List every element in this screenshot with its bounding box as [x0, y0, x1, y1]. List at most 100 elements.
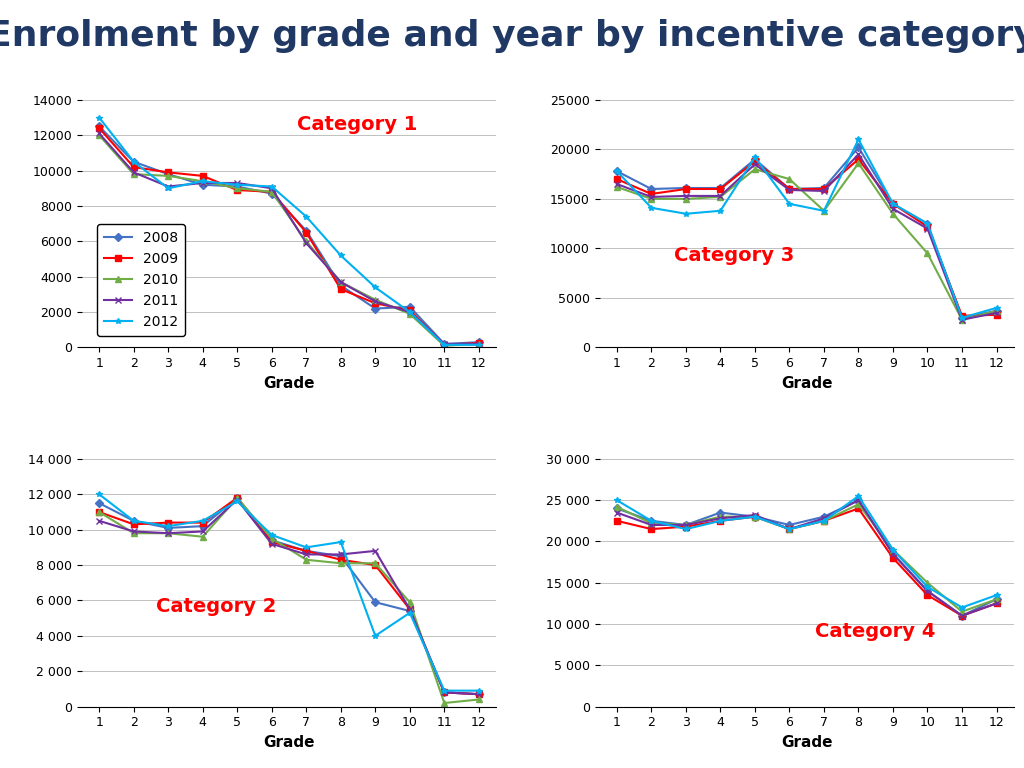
2012 — [162, 521, 174, 531]
2009 — [955, 311, 968, 320]
2010 — [887, 545, 899, 554]
2012 — [300, 212, 312, 221]
2012 — [783, 525, 796, 534]
2010 — [300, 555, 312, 564]
2009 — [438, 688, 451, 697]
2009 — [231, 185, 244, 194]
2009 — [473, 690, 485, 699]
2010 — [749, 512, 761, 521]
2012 — [645, 516, 657, 525]
2011 — [128, 167, 140, 177]
Line: 2012: 2012 — [614, 493, 999, 611]
2010 — [749, 164, 761, 174]
2009 — [955, 611, 968, 621]
2010 — [645, 194, 657, 204]
2009 — [93, 508, 105, 517]
2010 — [369, 295, 381, 304]
2010 — [335, 277, 347, 286]
2009 — [715, 516, 727, 525]
2009 — [749, 157, 761, 166]
2011 — [922, 587, 934, 596]
X-axis label: Grade: Grade — [781, 376, 833, 391]
2009 — [887, 199, 899, 208]
2011 — [852, 150, 864, 159]
2008 — [265, 189, 278, 198]
2011 — [162, 528, 174, 538]
2010 — [197, 177, 209, 186]
2008 — [715, 184, 727, 193]
2008 — [93, 122, 105, 131]
2011 — [197, 527, 209, 536]
2012 — [128, 516, 140, 525]
2012 — [128, 157, 140, 167]
2011 — [473, 690, 485, 699]
X-axis label: Grade: Grade — [781, 735, 833, 750]
2011 — [887, 204, 899, 214]
2012 — [335, 251, 347, 260]
2012 — [852, 492, 864, 501]
Line: 2010: 2010 — [614, 502, 999, 614]
2008 — [473, 338, 485, 347]
2010 — [128, 528, 140, 538]
Line: 2012: 2012 — [96, 114, 481, 348]
2008 — [680, 521, 692, 530]
2008 — [749, 512, 761, 521]
2012 — [162, 184, 174, 193]
Line: 2009: 2009 — [614, 157, 999, 319]
2012 — [265, 531, 278, 540]
2008 — [335, 281, 347, 290]
2011 — [128, 527, 140, 536]
2012 — [715, 516, 727, 525]
Line: 2011: 2011 — [614, 151, 999, 323]
2010 — [162, 528, 174, 538]
2010 — [922, 249, 934, 258]
2010 — [818, 516, 830, 525]
2008 — [783, 184, 796, 194]
2009 — [93, 124, 105, 133]
2008 — [610, 504, 623, 513]
2011 — [197, 178, 209, 187]
Line: 2008: 2008 — [614, 144, 999, 320]
2010 — [610, 502, 623, 511]
2012 — [990, 591, 1002, 600]
2010 — [369, 558, 381, 568]
Text: Category 2: Category 2 — [157, 598, 276, 617]
2010 — [197, 532, 209, 541]
2009 — [403, 604, 416, 614]
2012 — [369, 283, 381, 292]
2011 — [955, 611, 968, 621]
2010 — [335, 558, 347, 568]
X-axis label: Grade: Grade — [263, 376, 314, 391]
2011 — [887, 549, 899, 558]
2008 — [265, 535, 278, 545]
2008 — [438, 688, 451, 697]
2012 — [473, 686, 485, 695]
2011 — [93, 516, 105, 525]
2011 — [610, 180, 623, 189]
2010 — [783, 174, 796, 184]
2011 — [715, 191, 727, 200]
2010 — [922, 578, 934, 588]
2011 — [403, 604, 416, 614]
2012 — [852, 135, 864, 144]
2011 — [990, 599, 1002, 608]
2010 — [680, 521, 692, 530]
2009 — [645, 525, 657, 534]
2010 — [438, 341, 451, 350]
2008 — [369, 304, 381, 313]
2008 — [715, 508, 727, 517]
2012 — [369, 631, 381, 641]
2009 — [369, 299, 381, 308]
2012 — [197, 177, 209, 186]
2009 — [818, 184, 830, 194]
2008 — [335, 551, 347, 561]
Line: 2012: 2012 — [96, 492, 481, 694]
Line: 2009: 2009 — [96, 495, 481, 697]
2009 — [645, 190, 657, 199]
2008 — [93, 498, 105, 508]
2012 — [403, 307, 416, 316]
2010 — [645, 518, 657, 528]
2011 — [783, 525, 796, 534]
2009 — [610, 174, 623, 184]
2008 — [887, 199, 899, 208]
